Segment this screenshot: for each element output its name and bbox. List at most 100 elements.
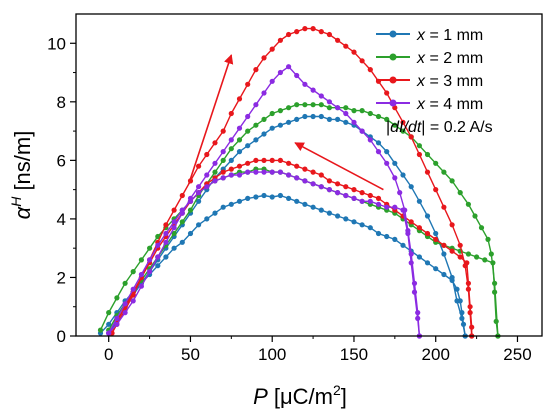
- data-point: [408, 251, 414, 257]
- data-point: [392, 204, 398, 210]
- y-tick-label: 6: [57, 151, 66, 170]
- data-point: [122, 280, 128, 286]
- data-point: [343, 184, 349, 190]
- data-point: [465, 201, 471, 207]
- data-point: [416, 143, 422, 149]
- data-point: [236, 163, 243, 169]
- plot-area: [97, 26, 501, 339]
- data-point: [449, 274, 455, 281]
- data-point: [424, 151, 431, 158]
- data-point: [351, 108, 357, 114]
- data-point: [220, 204, 226, 210]
- data-point: [253, 169, 259, 175]
- x-label-text: [μC/m: [268, 384, 333, 409]
- data-point: [277, 169, 283, 175]
- y-tick-label: 10: [47, 34, 66, 53]
- data-point: [449, 222, 455, 228]
- data-point: [245, 160, 251, 166]
- data-point: [359, 108, 365, 114]
- data-point: [130, 269, 136, 275]
- x-label-italic: P: [253, 384, 268, 409]
- data-point: [253, 67, 259, 73]
- data-point: [302, 102, 308, 108]
- data-point: [220, 175, 226, 181]
- data-point: [261, 131, 267, 137]
- data-point: [138, 257, 144, 263]
- data-point: [302, 178, 308, 184]
- data-point: [462, 263, 468, 269]
- data-point: [408, 134, 414, 140]
- data-point: [261, 169, 267, 175]
- data-point: [318, 207, 324, 213]
- data-point: [294, 116, 300, 122]
- data-point: [375, 195, 382, 201]
- data-point: [204, 184, 210, 190]
- data-point: [236, 149, 243, 155]
- data-point: [375, 113, 382, 120]
- data-point: [138, 283, 144, 289]
- data-point: [478, 225, 485, 231]
- legend-item-2: x = 2 mm: [376, 50, 483, 67]
- data-point: [269, 78, 275, 84]
- legend-label: x = 1 mm: [416, 27, 483, 44]
- x-tick-label: 0: [104, 345, 113, 364]
- legend-label-rest: = 2 mm: [425, 50, 483, 67]
- y-tick-label: 0: [57, 327, 66, 346]
- x-tick-label: 200: [422, 345, 450, 364]
- data-point: [402, 207, 408, 213]
- data-point: [351, 195, 357, 201]
- data-point: [302, 113, 308, 120]
- data-point: [245, 195, 251, 201]
- legend-item-4: x = 4 mm: [376, 96, 483, 113]
- data-point: [335, 37, 341, 43]
- data-point: [326, 210, 332, 216]
- data-point: [405, 228, 411, 234]
- series-1-fall-line: [108, 115, 466, 337]
- data-point: [367, 192, 373, 199]
- data-point: [343, 192, 349, 199]
- data-point: [220, 157, 226, 163]
- series-4: [106, 64, 422, 339]
- data-point: [335, 116, 341, 122]
- data-point: [367, 110, 373, 117]
- data-point: [424, 230, 431, 237]
- data-point: [261, 55, 267, 61]
- data-point: [343, 216, 349, 222]
- data-point: [130, 292, 136, 298]
- data-point: [277, 157, 283, 163]
- data-point: [196, 190, 202, 196]
- data-point: [318, 184, 324, 190]
- data-point: [335, 105, 341, 111]
- data-point: [236, 198, 243, 204]
- data-point: [114, 295, 120, 301]
- data-point: [228, 157, 234, 163]
- legend-label-var: x: [416, 73, 426, 90]
- legend-note-pre: |: [386, 119, 390, 136]
- data-point: [228, 110, 234, 117]
- data-point: [454, 298, 460, 304]
- axes-frame: [75, 13, 543, 337]
- data-point: [416, 198, 422, 204]
- data-point: [236, 125, 243, 131]
- data-point: [245, 113, 251, 120]
- legend-label: x = 4 mm: [416, 96, 483, 113]
- data-point: [228, 172, 234, 178]
- data-point: [147, 245, 153, 251]
- data-point: [269, 157, 275, 163]
- data-point: [253, 157, 259, 163]
- data-point: [310, 169, 316, 175]
- data-point: [294, 175, 300, 181]
- data-point: [326, 178, 332, 184]
- data-point: [326, 187, 332, 193]
- data-point: [375, 149, 382, 155]
- data-point: [220, 128, 226, 134]
- legend-note: |dI/dt| = 0.2 A/s: [386, 119, 493, 136]
- data-point: [424, 260, 431, 266]
- data-point: [326, 31, 332, 38]
- data-point: [261, 116, 267, 122]
- data-point: [335, 213, 341, 219]
- data-point: [187, 207, 194, 213]
- data-point: [335, 190, 341, 196]
- data-point: [392, 175, 398, 181]
- data-point: [482, 257, 488, 263]
